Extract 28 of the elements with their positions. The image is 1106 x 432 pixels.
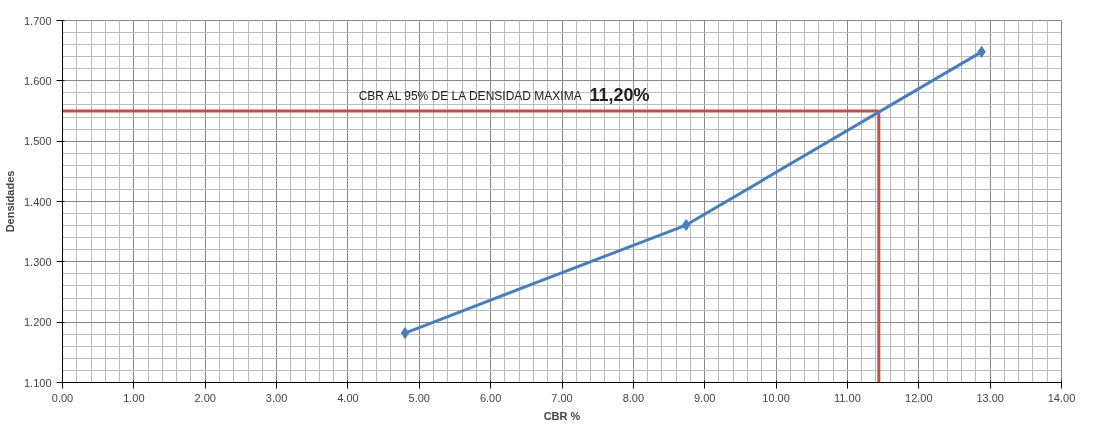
- y-axis-title: Densidades: [3, 170, 16, 233]
- x-tick-label: 2.00: [194, 391, 216, 404]
- point: [681, 219, 691, 232]
- y-tick-label: 1.500: [23, 135, 52, 148]
- x-tick-label: 3.00: [265, 391, 288, 404]
- y-tick-label: 1.700: [23, 14, 52, 27]
- x-tick-label: 12.00: [905, 391, 933, 404]
- x-tick-label: 11.00: [834, 391, 861, 404]
- x-tick-label: 10.00: [762, 391, 790, 404]
- annotation: CBR AL 95% DE LA DENSIDAD MAXIMA: [358, 89, 582, 103]
- x-tick-label: 1.00: [123, 391, 145, 404]
- x-tick-label: 8.00: [622, 391, 645, 404]
- y-tick-label: 1.200: [23, 316, 52, 329]
- x-tick-label: 14.00: [1047, 391, 1076, 404]
- x-tick-label: 4.00: [337, 391, 359, 404]
- y-tick-label: 1.100: [23, 376, 52, 389]
- annotation: 11,20%: [589, 85, 650, 105]
- x-tick-label: 7.00: [551, 391, 573, 404]
- x-tick-label: 6.00: [479, 391, 502, 404]
- y-tick-label: 1.400: [23, 195, 52, 208]
- point: [400, 327, 410, 340]
- x-axis-title: CBR %: [543, 409, 581, 422]
- x-tick-label: 5.00: [408, 391, 430, 404]
- x-tick-label: 9.00: [694, 391, 716, 404]
- y-tick-label: 1.300: [23, 255, 52, 268]
- x-tick-label: 0.00: [51, 391, 74, 404]
- y-tick-label: 1.600: [23, 74, 52, 87]
- x-tick-label: 13.00: [976, 391, 1004, 404]
